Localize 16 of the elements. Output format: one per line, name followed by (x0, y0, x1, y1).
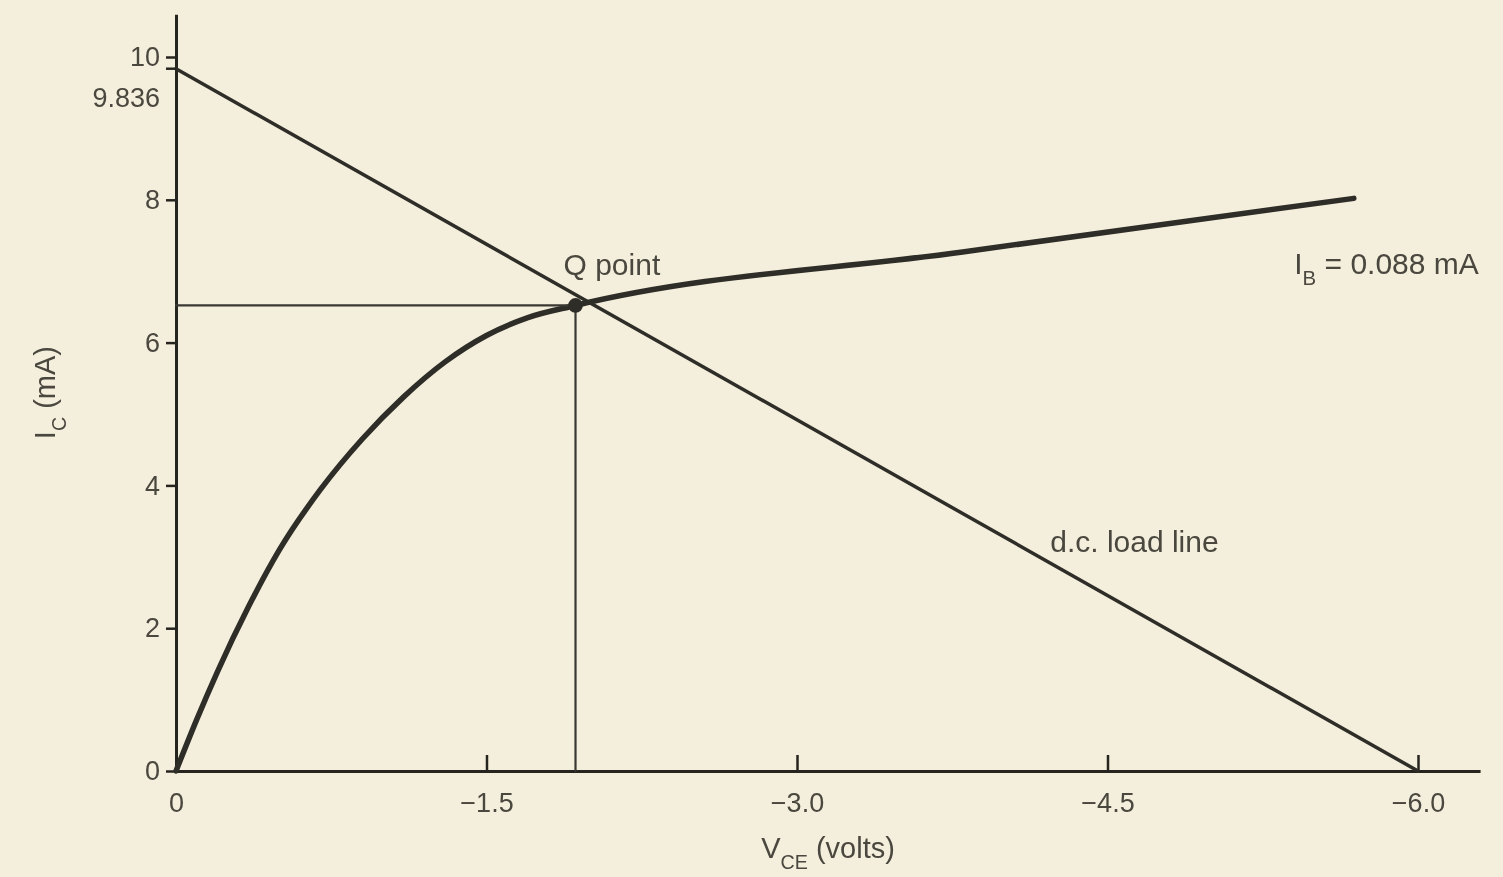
y-tick-label: 4 (144, 470, 160, 501)
x-tick-label: 0 (168, 788, 185, 819)
y-tick-label: 2 (144, 613, 160, 644)
x-tick-label: −6.0 (1391, 788, 1446, 819)
x-tick-label: −4.5 (1081, 788, 1135, 819)
annotation: I$_{B}$ = 0.088 mA (1294, 247, 1479, 290)
x-tick-label: −1.5 (460, 788, 514, 819)
annotation: Q point (563, 248, 661, 282)
x-tick-label: −3.0 (770, 788, 825, 819)
annotation: 9.836 (92, 82, 160, 113)
x-axis-title: V$_{CE}$ (volts) (761, 832, 895, 873)
y-tick-label: 0 (144, 756, 160, 787)
annotation: d.c. load line (1050, 525, 1219, 559)
y-tick-label: 6 (144, 327, 160, 358)
y-tick-label: 8 (144, 184, 160, 215)
y-tick-label: 10 (129, 42, 160, 73)
